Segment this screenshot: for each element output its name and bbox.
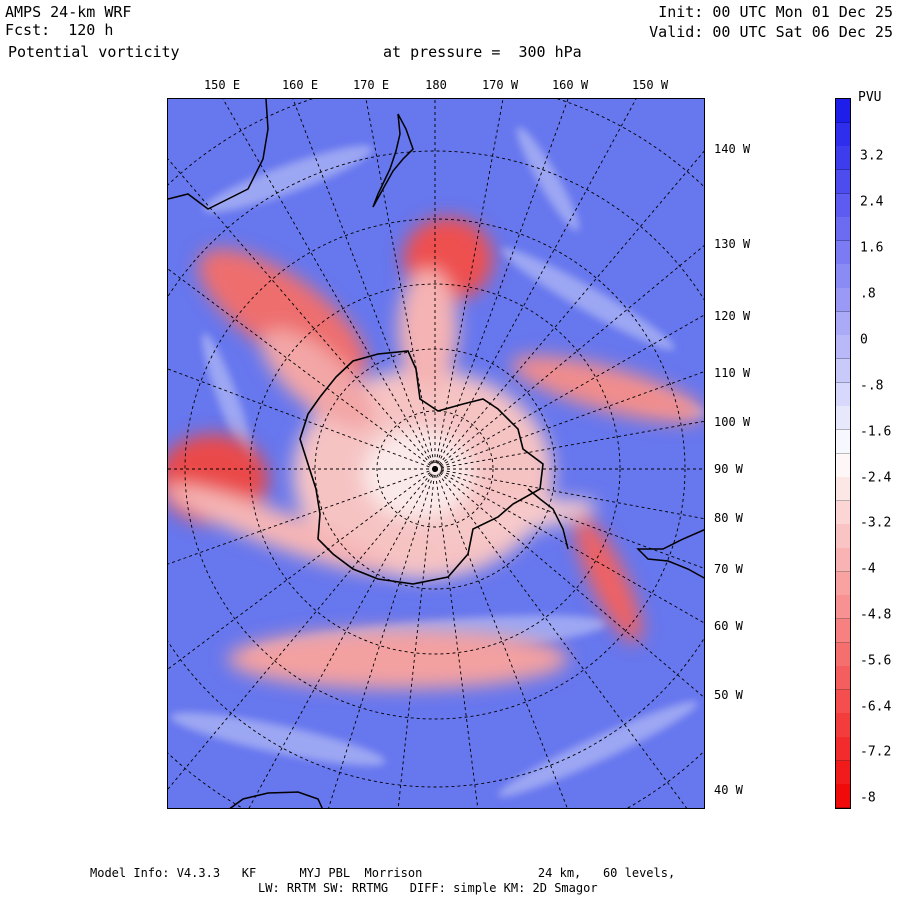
lon-label: 160 E (281, 78, 319, 92)
field-name: Potential vorticity (8, 43, 180, 61)
colorbar-segment (836, 595, 850, 620)
pressure-level: at pressure = 300 hPa (383, 44, 582, 61)
colorbar-segment (836, 99, 850, 124)
pv-unit-label: PVU (858, 90, 882, 105)
model-title: AMPS 24-km WRF (5, 3, 132, 21)
colorbar-segment (836, 689, 850, 714)
colorbar-segment (836, 193, 850, 218)
meridian-lines (168, 99, 704, 808)
colorbar-segment (836, 311, 850, 336)
south-america-coastline (636, 529, 704, 579)
pv-lobe-west (198, 248, 368, 380)
colorbar-label: -6.4 (860, 699, 892, 715)
lon-label: 60 W (714, 619, 743, 633)
colorbar-label: -3.2 (860, 515, 892, 531)
colorbar-segment (836, 713, 850, 738)
lon-label: 110 W (714, 366, 751, 380)
lon-label: 170 E (352, 78, 390, 92)
lon-label: 140 W (714, 142, 751, 156)
init-time: Init: 00 UTC Mon 01 Dec 25 (658, 3, 893, 21)
colorbar-label: -5.6 (860, 653, 892, 669)
colorbar-segment (836, 240, 850, 265)
colorbar-label: -2.4 (860, 470, 892, 486)
colorbar-label: 2.4 (860, 194, 884, 210)
colorbar-label: 3.2 (860, 148, 884, 164)
lon-label: 160 W (551, 78, 589, 92)
colorbar-segment (836, 146, 850, 171)
colorbar-segment (836, 571, 850, 596)
colorbar-segment (836, 288, 850, 313)
lon-label: 70 W (714, 562, 743, 576)
colorbar-segment (836, 618, 850, 644)
lon-label: 100 W (714, 415, 751, 429)
colorbar-segment (836, 264, 850, 289)
colorbar (835, 98, 851, 809)
pressure-prefix: at pressure = (383, 43, 501, 61)
colorbar-segment (836, 760, 850, 785)
colorbar-label: -4.8 (860, 607, 892, 623)
pv-streamer-southeast (574, 515, 642, 643)
colorbar-segment (836, 500, 850, 525)
colorbar-label: -1.6 (860, 424, 892, 440)
colorbar-label: -7.2 (860, 744, 892, 760)
model-info-line1: Model Info: V4.3.3 KF MYJ PBL Morrison 2… (90, 866, 676, 880)
colorbar-segment (836, 122, 850, 147)
colorbar-label: 0 (860, 332, 868, 348)
lon-label: 130 W (714, 237, 751, 251)
pv-arc-south (228, 629, 568, 689)
pv-field-svg (168, 99, 704, 808)
new-zealand-coastline (372, 113, 414, 208)
lon-label: 170 W (481, 78, 519, 92)
lon-label: 50 W (714, 688, 743, 702)
lon-label: 180 (425, 78, 447, 92)
colorbar-segment (836, 524, 850, 549)
colorbar-segment (836, 477, 850, 502)
lon-label: 120 W (714, 309, 751, 323)
colorbar-segment (836, 666, 850, 691)
colorbar-segment (836, 737, 850, 762)
valid-time: Valid: 00 UTC Sat 06 Dec 25 (649, 23, 893, 41)
lon-label: 90 W (714, 462, 743, 476)
lon-label: 150 E (203, 78, 241, 92)
colorbar-label: -.8 (860, 378, 884, 394)
antarctica-coastline (299, 350, 544, 585)
colorbar-label: -4 (860, 561, 876, 577)
africa-coastline (229, 791, 323, 808)
colorbar-label: 1.6 (860, 240, 884, 256)
forecast-hour: Fcst: 120 h (5, 21, 114, 39)
colorbar-segment (836, 217, 850, 242)
colorbar-segment (836, 169, 850, 195)
pv-map (167, 98, 705, 809)
colorbar-segment (836, 453, 850, 478)
colorbar-segment (836, 406, 850, 431)
colorbar-label: .8 (860, 286, 876, 302)
colorbar-segment (836, 642, 850, 667)
colorbar-segment (836, 548, 850, 573)
lon-label: 80 W (714, 511, 743, 525)
colorbar-segment (836, 382, 850, 407)
colorbar-segment (836, 335, 850, 360)
lon-label: 150 W (631, 78, 669, 92)
model-info-line2: LW: RRTM SW: RRTMG DIFF: simple KM: 2D S… (258, 881, 598, 895)
antarctic-peninsula (527, 488, 569, 550)
australia-coastline (168, 99, 269, 210)
colorbar-label: -8 (860, 790, 876, 806)
colorbar-segment (836, 429, 850, 454)
colorbar-segment (836, 784, 850, 809)
pressure-value: 300 hPa (518, 43, 582, 61)
pv-band-east (511, 355, 704, 423)
lon-label: 40 W (714, 783, 743, 797)
colorbar-segment (836, 358, 850, 384)
